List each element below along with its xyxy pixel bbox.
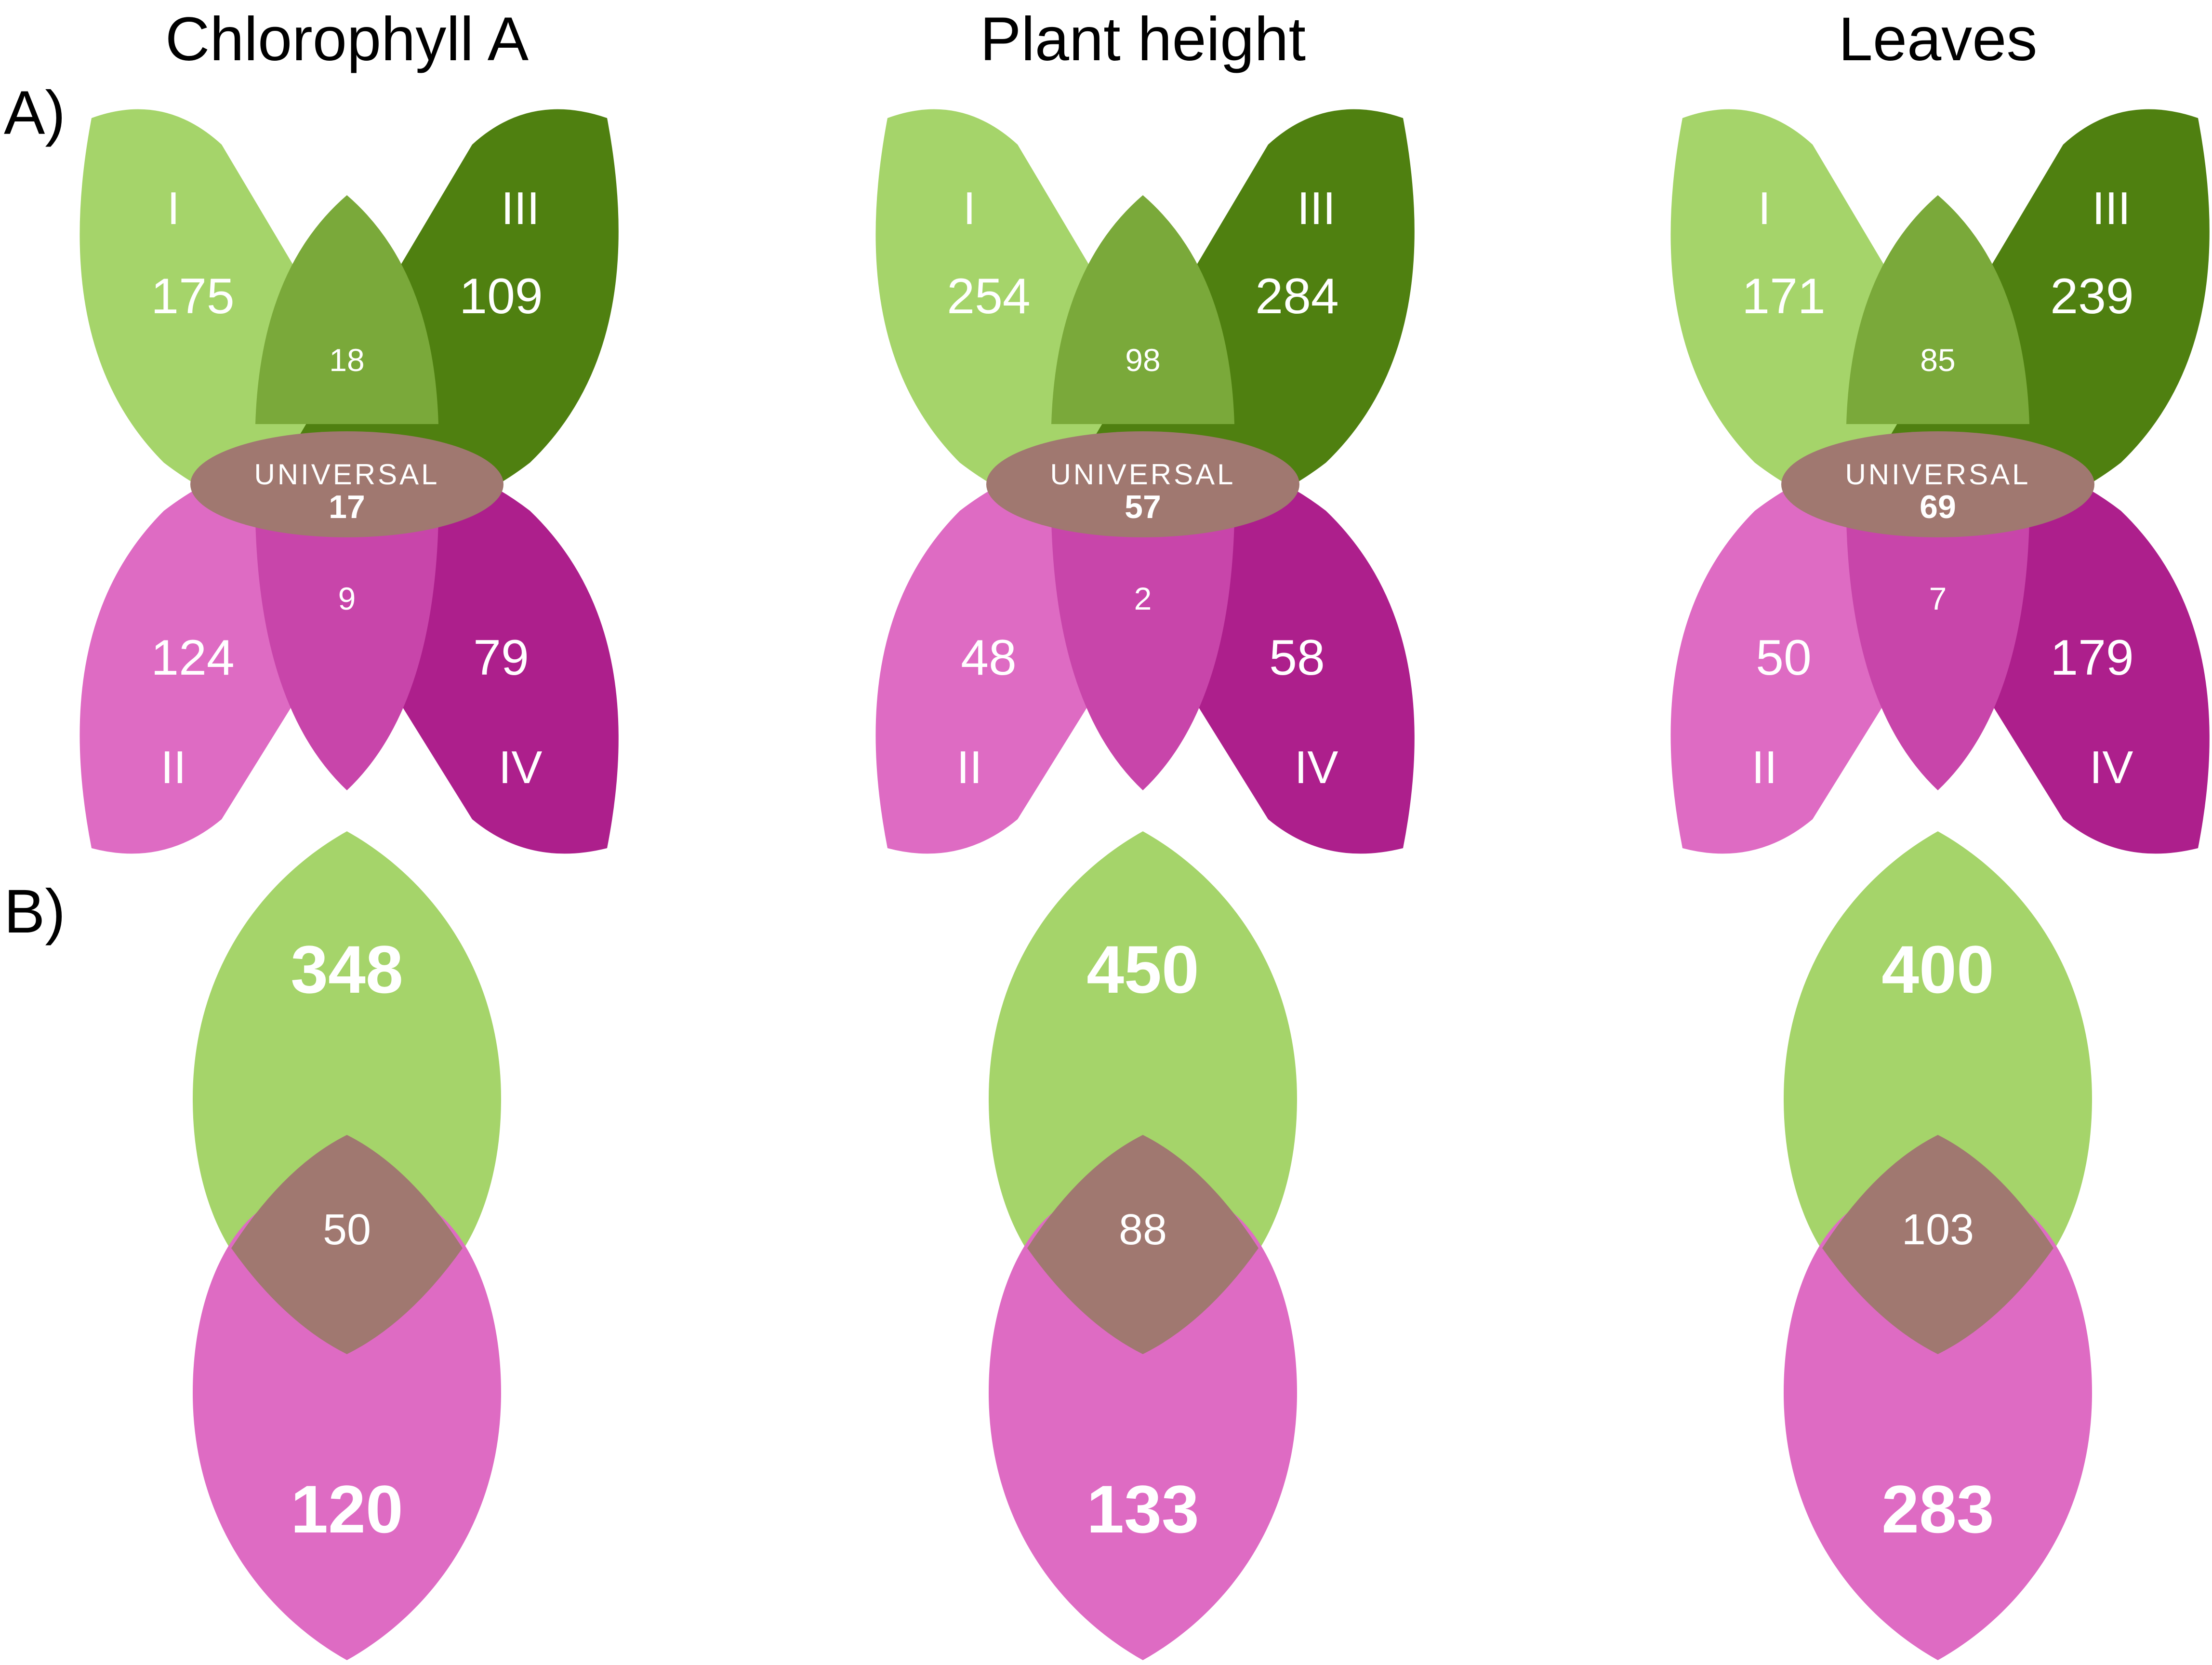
panel-title: Leaves: [1839, 5, 2038, 74]
overlap-two-set: [1822, 1135, 2053, 1354]
set-green: [1784, 831, 2092, 1289]
count-pink: 283: [1881, 1471, 1994, 1547]
count-I: 254: [947, 268, 1031, 324]
set-green: [193, 831, 501, 1289]
two-set-venn: 450 88 133: [989, 831, 1297, 1660]
count-IV: 58: [1269, 630, 1325, 686]
count-III: 284: [1255, 268, 1339, 324]
count-II-IV: 2: [1134, 581, 1152, 616]
universal-overlap: [986, 431, 1299, 537]
count-I-III: 85: [1920, 342, 1955, 378]
label-IV: IV: [499, 742, 543, 793]
two-set-venn: 400 103 283: [1784, 831, 2092, 1660]
count-II: 48: [961, 630, 1017, 686]
universal-overlap: [190, 431, 503, 537]
panel-title: Chlorophyll A: [165, 5, 529, 74]
overlap-I-III: [1051, 195, 1234, 424]
count-IV: 179: [2050, 630, 2134, 686]
count-III: 239: [2050, 268, 2134, 324]
overlap-two-set: [231, 1135, 463, 1354]
label-II: II: [160, 742, 186, 793]
count-green: 348: [291, 932, 403, 1007]
count-II-IV: 7: [1929, 581, 1947, 616]
count-II: 50: [1756, 630, 1812, 686]
set-pink: [989, 1205, 1297, 1660]
set-pink: [1784, 1205, 2092, 1660]
count-I: 175: [151, 268, 235, 324]
universal-label: UNIVERSAL: [1845, 458, 2030, 491]
set-pink: [193, 1205, 501, 1660]
label-II: II: [956, 742, 982, 793]
count-green: 450: [1086, 932, 1199, 1007]
count-universal: 17: [329, 489, 365, 525]
universal-overlap: [1781, 431, 2094, 537]
count-green: 400: [1881, 932, 1994, 1007]
label-I: I: [167, 183, 180, 234]
label-III: III: [1297, 183, 1336, 234]
overlap-II-IV: [1846, 520, 2029, 790]
count-overlap: 103: [1902, 1206, 1974, 1254]
count-I-III: 98: [1125, 342, 1160, 378]
label-I: I: [963, 183, 976, 234]
overlap-I-III: [255, 195, 438, 424]
set-green: [989, 831, 1297, 1289]
count-I: 171: [1742, 268, 1826, 324]
count-I-III: 18: [329, 342, 364, 378]
overlap-I-III: [1846, 195, 2029, 424]
count-III: 109: [459, 268, 543, 324]
panel-title: Plant height: [980, 5, 1306, 74]
overlap-two-set: [1027, 1135, 1258, 1354]
count-universal: 57: [1125, 489, 1161, 525]
count-overlap: 88: [1119, 1206, 1167, 1254]
label-IV: IV: [1295, 742, 1338, 793]
count-overlap: 50: [323, 1206, 371, 1254]
overlap-II-IV: [1051, 520, 1234, 790]
label-III: III: [501, 183, 540, 234]
label-II: II: [1751, 742, 1777, 793]
panel-label-a: A): [4, 79, 66, 147]
overlap-II-IV: [255, 520, 438, 790]
label-III: III: [2092, 183, 2131, 234]
label-IV: IV: [2090, 742, 2133, 793]
count-universal: 69: [1920, 489, 1956, 525]
count-pink: 120: [291, 1471, 403, 1547]
universal-label: UNIVERSAL: [1050, 458, 1235, 491]
count-II: 124: [151, 630, 235, 686]
count-II-IV: 9: [338, 581, 356, 616]
universal-label: UNIVERSAL: [254, 458, 439, 491]
count-pink: 133: [1086, 1471, 1199, 1547]
count-IV: 79: [473, 630, 529, 686]
label-I: I: [1758, 183, 1771, 234]
two-set-venn: 348 50 120: [193, 831, 501, 1660]
panel-label-b: B): [4, 877, 66, 946]
